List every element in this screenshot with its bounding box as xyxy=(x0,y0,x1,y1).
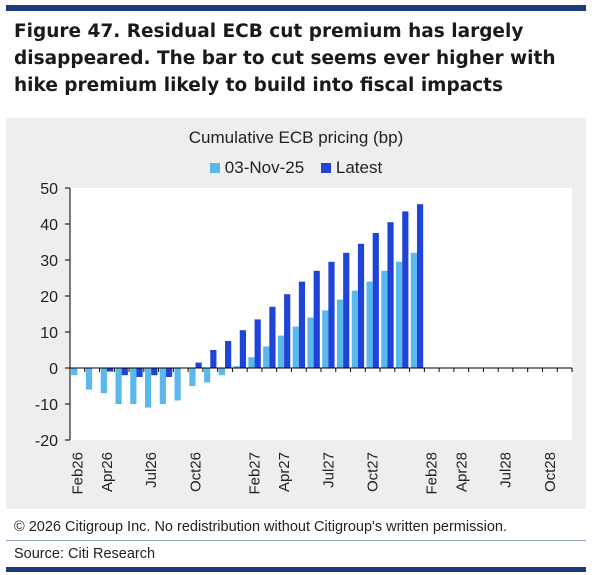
y-tick-label: -10 xyxy=(35,397,58,414)
x-tick-label-Apr28: Apr28 xyxy=(453,452,470,492)
bar-series-2-Jun27 xyxy=(313,270,320,368)
bar-series-2-Jan27 xyxy=(239,330,246,368)
bar-series-2-Oct26 xyxy=(195,362,202,368)
bar-series-1-Feb27 xyxy=(248,357,255,368)
bar-series-2-Nov27 xyxy=(387,222,394,368)
x-tick-label-Feb27: Feb27 xyxy=(247,452,264,495)
bar-series-2-Dec27 xyxy=(402,211,409,368)
legend-item-series-2: Latest xyxy=(320,158,383,178)
bar-series-1-Sep27 xyxy=(351,290,358,368)
bar-series-1-Jan28 xyxy=(410,252,417,368)
bar-series-2-Jun26 xyxy=(136,368,143,377)
bar-series-1-Oct26 xyxy=(189,368,196,386)
y-tick-label: 0 xyxy=(49,361,58,378)
bar-series-1-Feb26 xyxy=(71,368,78,376)
bar-series-1-May26 xyxy=(115,368,122,404)
bar-series-2-Sep27 xyxy=(357,243,365,368)
bar-series-2-Apr27 xyxy=(284,294,291,368)
bottom-rule xyxy=(6,567,586,572)
bar-series-1-Nov27 xyxy=(381,270,388,368)
y-tick-label: 30 xyxy=(40,253,58,270)
bar-series-1-Sep26 xyxy=(174,368,181,401)
chart-title: Cumulative ECB pricing (bp) xyxy=(188,128,404,147)
y-tick-label: 50 xyxy=(40,181,58,198)
bar-series-2-May26 xyxy=(121,368,128,376)
bar-series-1-Jun27 xyxy=(307,317,314,368)
bar-series-2-Aug26 xyxy=(165,368,173,377)
bar-series-2-Oct27 xyxy=(372,233,379,368)
source-note: Source: Citi Research xyxy=(14,546,156,562)
y-tick-label: 20 xyxy=(40,289,58,306)
y-tick-label: 10 xyxy=(40,325,58,342)
legend-swatch-series-2 xyxy=(320,163,331,173)
bar-series-1-Mar26 xyxy=(85,368,93,390)
x-tick-label-Jul26: Jul26 xyxy=(143,452,160,488)
copyright-note: © 2026 Citigroup Inc. No redistribution … xyxy=(14,519,507,535)
chart-legend: 03-Nov-25 Latest xyxy=(0,158,592,178)
top-rule xyxy=(6,5,586,11)
x-tick-label-Feb28: Feb28 xyxy=(424,452,441,495)
bar-series-2-Apr26 xyxy=(106,368,114,372)
bar-series-2-May27 xyxy=(298,281,306,368)
bar-series-1-Nov26 xyxy=(204,368,211,383)
bar-series-2-Aug27 xyxy=(343,252,350,368)
legend-item-series-1: 03-Nov-25 xyxy=(209,158,305,178)
bar-series-2-Jul27 xyxy=(328,261,335,368)
bar-series-1-Dec27 xyxy=(396,261,403,368)
x-tick-label-Apr26: Apr26 xyxy=(99,452,116,492)
bar-series-1-Mar27 xyxy=(263,346,270,368)
figure-title: Figure 47. Residual ECB cut premium has … xyxy=(14,21,556,96)
x-tick-label-Oct28: Oct28 xyxy=(542,452,559,492)
x-tick-label-Oct27: Oct27 xyxy=(365,452,382,492)
bar-series-2-Dec26 xyxy=(225,341,232,368)
x-tick-label-Apr27: Apr27 xyxy=(276,452,293,492)
bar-series-1-Jun26 xyxy=(130,368,137,404)
bar-series-1-Oct27 xyxy=(366,281,373,368)
bar-series-2-Nov26 xyxy=(210,350,217,368)
bar-series-2-Jan28 xyxy=(416,204,424,368)
legend-label-series-1: 03-Nov-25 xyxy=(224,158,305,177)
plot-area xyxy=(70,188,572,440)
legend-swatch-series-1 xyxy=(209,163,220,173)
y-tick-label: 40 xyxy=(40,217,58,234)
x-tick-label-Jul27: Jul27 xyxy=(320,452,337,488)
bar-series-2-Feb27 xyxy=(254,319,261,368)
bar-series-1-Aug26 xyxy=(159,368,166,404)
bar-series-1-May27 xyxy=(292,326,299,368)
x-tick-label-Oct26: Oct26 xyxy=(188,452,205,492)
bar-series-1-Aug27 xyxy=(336,299,344,368)
bar-series-1-Apr26 xyxy=(100,368,107,394)
bar-series-2-Mar27 xyxy=(269,306,276,368)
bar-series-1-Dec26 xyxy=(218,368,226,376)
footer-rule xyxy=(6,540,586,541)
bar-series-1-Jul27 xyxy=(322,310,329,368)
bar-series-1-Apr27 xyxy=(277,335,285,368)
legend-label-series-2: Latest xyxy=(335,158,383,177)
y-tick-label: -20 xyxy=(35,433,58,450)
bar-series-1-Jul26 xyxy=(145,368,152,408)
bar-series-1-Jan27 xyxy=(233,366,240,368)
bar-series-2-Jul26 xyxy=(151,368,158,376)
x-tick-label-Feb26: Feb26 xyxy=(69,452,86,495)
x-tick-label-Jul28: Jul28 xyxy=(498,452,515,488)
